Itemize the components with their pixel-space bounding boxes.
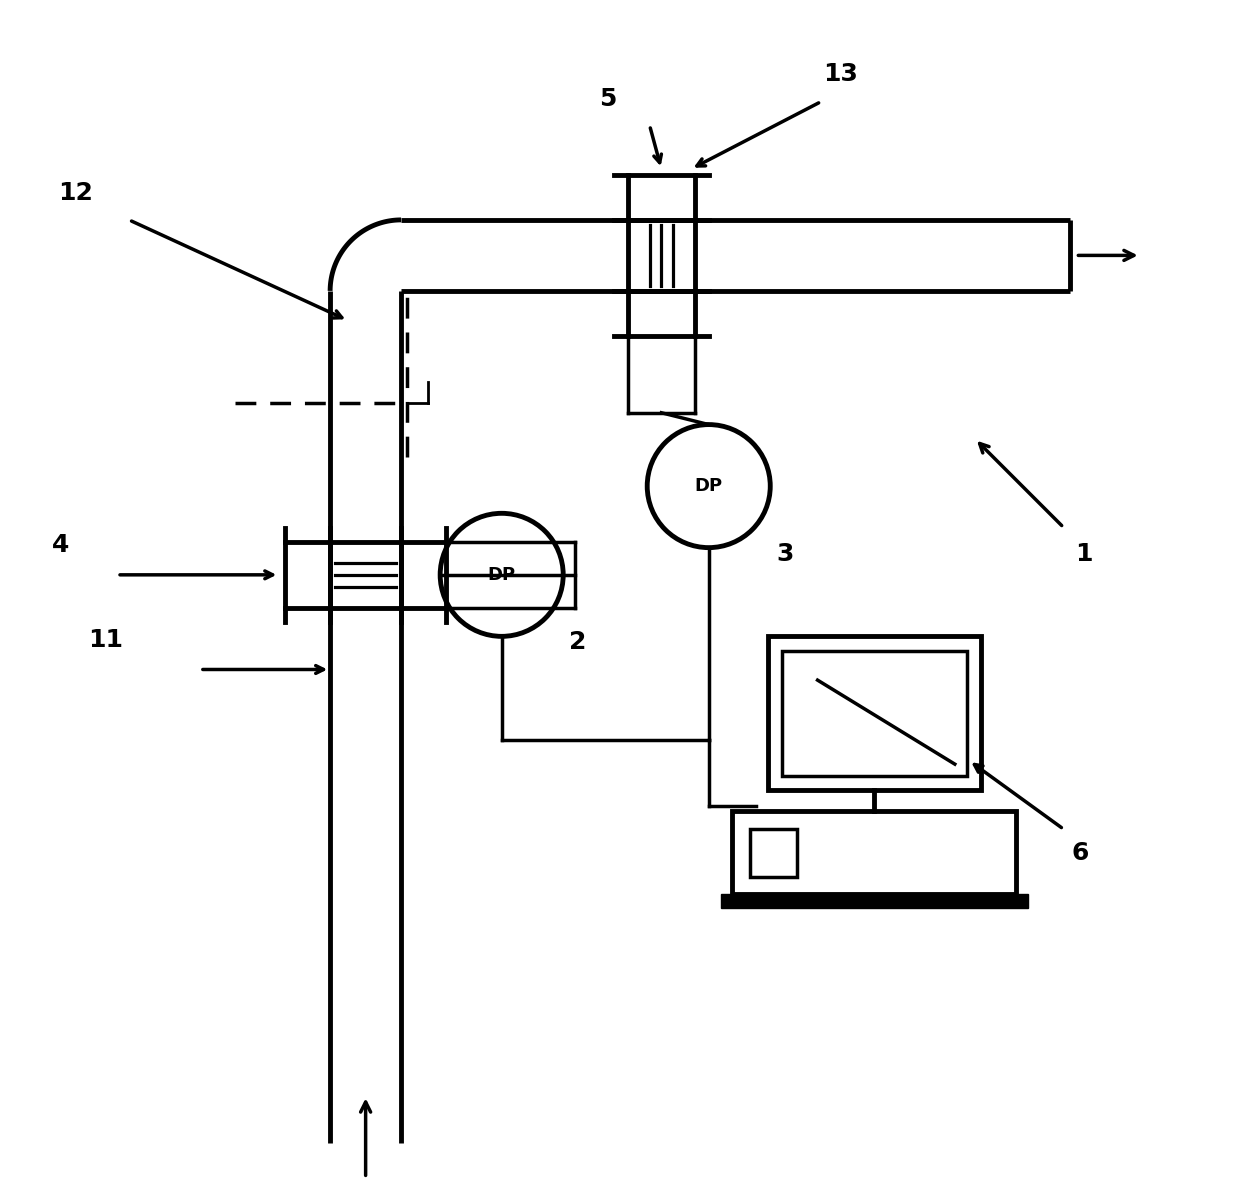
Bar	[733, 812, 1017, 894]
Text: 11: 11	[88, 627, 123, 651]
Text: 1: 1	[1075, 542, 1092, 566]
Text: DP: DP	[694, 478, 723, 496]
Text: 5: 5	[599, 87, 616, 111]
Text: 4: 4	[52, 533, 69, 557]
Text: 2: 2	[569, 631, 587, 655]
Bar	[768, 637, 981, 790]
Bar	[750, 830, 797, 876]
Text: DP: DP	[487, 566, 516, 584]
Circle shape	[440, 514, 563, 637]
Text: 6: 6	[1071, 841, 1089, 865]
Bar	[720, 894, 1028, 909]
Text: 12: 12	[58, 181, 93, 205]
Text: 3: 3	[776, 542, 794, 566]
Bar	[782, 650, 967, 776]
Text: 13: 13	[823, 62, 858, 86]
Circle shape	[647, 425, 770, 547]
